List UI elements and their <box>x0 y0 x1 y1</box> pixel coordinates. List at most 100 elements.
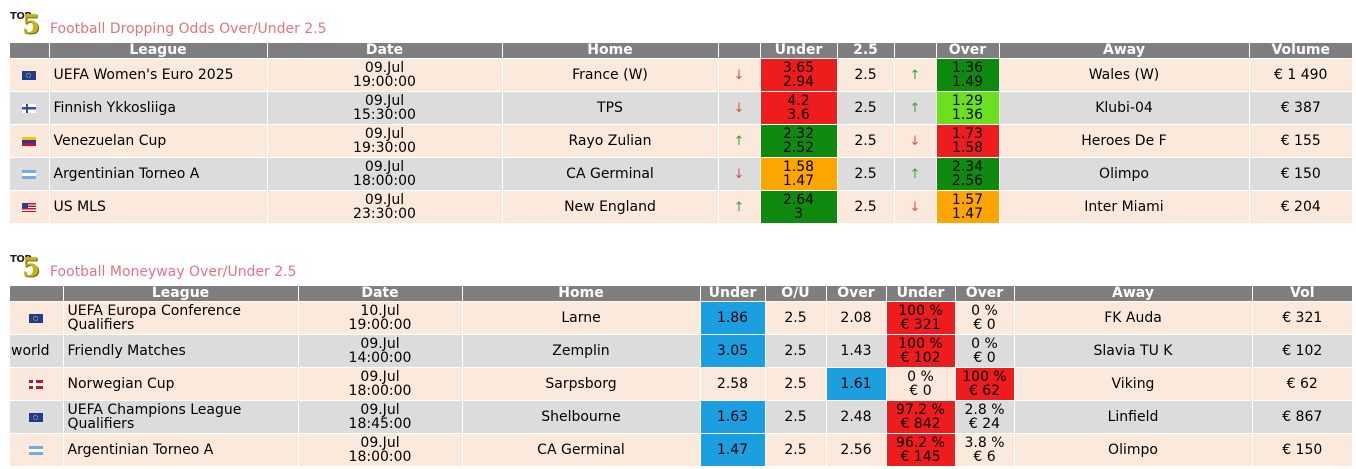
league-name[interactable]: Friendly Matches <box>67 343 186 359</box>
league-name[interactable]: US MLS <box>53 199 106 215</box>
column-header[interactable]: Under <box>759 43 837 59</box>
flag-cell: world <box>10 334 63 368</box>
home-team[interactable]: Rayo Zulian <box>568 133 652 149</box>
table-row[interactable]: world Friendly Matches 09.Jul 14:00:00 Zempl… <box>10 334 1352 368</box>
away-team[interactable]: Olimpo <box>1099 166 1149 182</box>
league-name[interactable]: UEFA Champions League Qualifiers <box>67 402 242 432</box>
column-header[interactable]: Away <box>1013 286 1252 302</box>
column-header[interactable]: League <box>62 286 298 302</box>
column-header[interactable] <box>10 286 63 302</box>
money-under-percent: 100 % <box>898 303 943 319</box>
under-odds-cell[interactable]: 1.47 <box>699 433 765 466</box>
away-team[interactable]: Slavia TU K <box>1093 343 1173 359</box>
under-odds-cell[interactable]: 1.86 <box>699 301 765 335</box>
away-team[interactable]: Heroes De F <box>1081 133 1167 149</box>
column-header[interactable]: Date <box>297 286 462 302</box>
under-odds-cell[interactable]: 1.58 1.47 <box>759 157 837 191</box>
over-odds-cell[interactable]: 1.57 1.47 <box>935 190 999 223</box>
table-row[interactable]: Venezuelan Cup 09.Jul 19:30:00 Rayo Zulian ↑… <box>10 124 1352 158</box>
column-header[interactable] <box>893 43 936 59</box>
over-odds-cell[interactable]: 1.29 1.36 <box>935 91 999 125</box>
over-trend-cell: ↑ <box>893 157 936 191</box>
column-header[interactable]: Over <box>954 286 1014 302</box>
column-header[interactable]: Away <box>998 43 1249 59</box>
under-odds-cell[interactable]: 2.58 <box>699 367 765 401</box>
table-row[interactable]: UEFA Women's Euro 2025 09.Jul 19:00:00 Fran… <box>10 58 1352 92</box>
column-header[interactable]: Under <box>699 286 765 302</box>
over-current-odds: 2.56 <box>951 173 984 189</box>
league-cell: UEFA Champions League Qualifiers <box>62 400 298 434</box>
money-under-amount: € 321 <box>900 317 941 333</box>
under-odds-cell[interactable]: 3.65 2.94 <box>759 58 837 92</box>
match-date: 09.Jul <box>360 336 400 352</box>
table-row[interactable]: Argentinian Torneo A 09.Jul 18:00:00 CA Ger… <box>10 157 1352 191</box>
table-row[interactable]: UEFA Champions League Qualifiers 09.Jul 18… <box>10 400 1352 434</box>
league-name[interactable]: Finnish Ykkosliiga <box>53 100 176 116</box>
logo-five-text: 5 <box>22 10 41 40</box>
column-header[interactable]: Over <box>935 43 999 59</box>
over-odds-cell[interactable]: 2.56 <box>825 433 886 466</box>
table-row[interactable]: Argentinian Torneo A 09.Jul 18:00:00 CA Ger… <box>10 433 1352 466</box>
over-odds-cell[interactable]: 1.36 1.49 <box>935 58 999 92</box>
home-team[interactable]: Larne <box>561 310 601 326</box>
over-odds-cell[interactable]: 1.73 1.58 <box>935 124 999 158</box>
home-team[interactable]: New England <box>564 199 656 215</box>
column-header[interactable]: Volume <box>1248 43 1352 59</box>
over-odds-cell[interactable]: 2.08 <box>825 301 886 335</box>
home-team[interactable]: TPS <box>597 100 623 116</box>
over-odds-cell[interactable]: 1.43 <box>825 334 886 368</box>
table-header-row: League Date Home Under 2.5 Over Away Volume <box>10 43 1352 59</box>
league-name[interactable]: UEFA Women's Euro 2025 <box>53 67 234 83</box>
column-header[interactable]: Date <box>266 43 502 59</box>
away-team[interactable]: Wales (W) <box>1088 67 1160 83</box>
under-odds-cell[interactable]: 2.64 3 <box>759 190 837 223</box>
over-odds-cell[interactable]: 2.34 2.56 <box>935 157 999 191</box>
flag-cell <box>10 301 63 335</box>
match-date: 09.Jul <box>364 93 405 109</box>
home-team[interactable]: Shelbourne <box>541 409 621 425</box>
line-cell: 2.5 <box>836 190 894 223</box>
league-name[interactable]: Argentinian Torneo A <box>53 166 200 182</box>
section-title[interactable]: Football Dropping Odds Over/Under 2.5 <box>50 21 327 37</box>
column-header[interactable]: 2.5 <box>836 43 894 59</box>
table-row[interactable]: UEFA Europa Conference Qualifiers 10.Jul 1… <box>10 301 1352 335</box>
section-title[interactable]: Football Moneyway Over/Under 2.5 <box>50 264 297 280</box>
league-name[interactable]: Venezuelan Cup <box>53 133 167 149</box>
away-team[interactable]: Viking <box>1111 376 1155 392</box>
under-odds-cell[interactable]: 1.63 <box>699 400 765 434</box>
home-team[interactable]: Zemplin <box>552 343 610 359</box>
table-row[interactable]: Finnish Ykkosliiga 09.Jul 15:30:00 TPS ↓ 4.2 3… <box>10 91 1352 125</box>
table-row[interactable]: US MLS 09.Jul 23:30:00 New England ↑ 2.64 3 2.5… <box>10 190 1352 223</box>
under-odds-cell[interactable]: 4.2 3.6 <box>759 91 837 125</box>
away-team[interactable]: Olimpo <box>1108 442 1158 458</box>
column-header[interactable]: Vol <box>1251 286 1352 302</box>
away-team[interactable]: Klubi-04 <box>1095 100 1153 116</box>
column-header[interactable]: Home <box>461 286 700 302</box>
home-team[interactable]: France (W) <box>572 67 648 83</box>
league-name[interactable]: Argentinian Torneo A <box>67 442 214 458</box>
column-header[interactable]: O/U <box>764 286 826 302</box>
league-name[interactable]: Norwegian Cup <box>67 376 175 392</box>
total-line: 2.5 <box>784 310 807 326</box>
home-team[interactable]: CA Germinal <box>566 166 654 182</box>
home-cell: CA Germinal <box>461 433 700 466</box>
column-header[interactable]: Home <box>501 43 718 59</box>
home-team[interactable]: Sarpsborg <box>545 376 617 392</box>
column-header[interactable]: Over <box>825 286 886 302</box>
under-odds-cell[interactable]: 3.05 <box>699 334 765 368</box>
column-header[interactable]: Under <box>885 286 955 302</box>
home-team[interactable]: CA Germinal <box>537 442 625 458</box>
away-team[interactable]: Linfield <box>1107 409 1159 425</box>
column-header[interactable] <box>717 43 760 59</box>
over-odds-cell[interactable]: 1.61 <box>825 367 886 401</box>
match-time: 23:30:00 <box>353 206 416 222</box>
volume-cell: € 387 <box>1248 91 1352 125</box>
league-name[interactable]: UEFA Europa Conference Qualifiers <box>67 303 242 333</box>
away-team[interactable]: Inter Miami <box>1084 199 1164 215</box>
column-header[interactable]: League <box>48 43 267 59</box>
over-odds-cell[interactable]: 2.48 <box>825 400 886 434</box>
table-row[interactable]: Norwegian Cup 09.Jul 18:00:00 Sarpsborg 2.58… <box>10 367 1352 401</box>
column-header[interactable] <box>10 43 49 59</box>
under-odds-cell[interactable]: 2.32 2.52 <box>759 124 837 158</box>
away-team[interactable]: FK Auda <box>1104 310 1162 326</box>
